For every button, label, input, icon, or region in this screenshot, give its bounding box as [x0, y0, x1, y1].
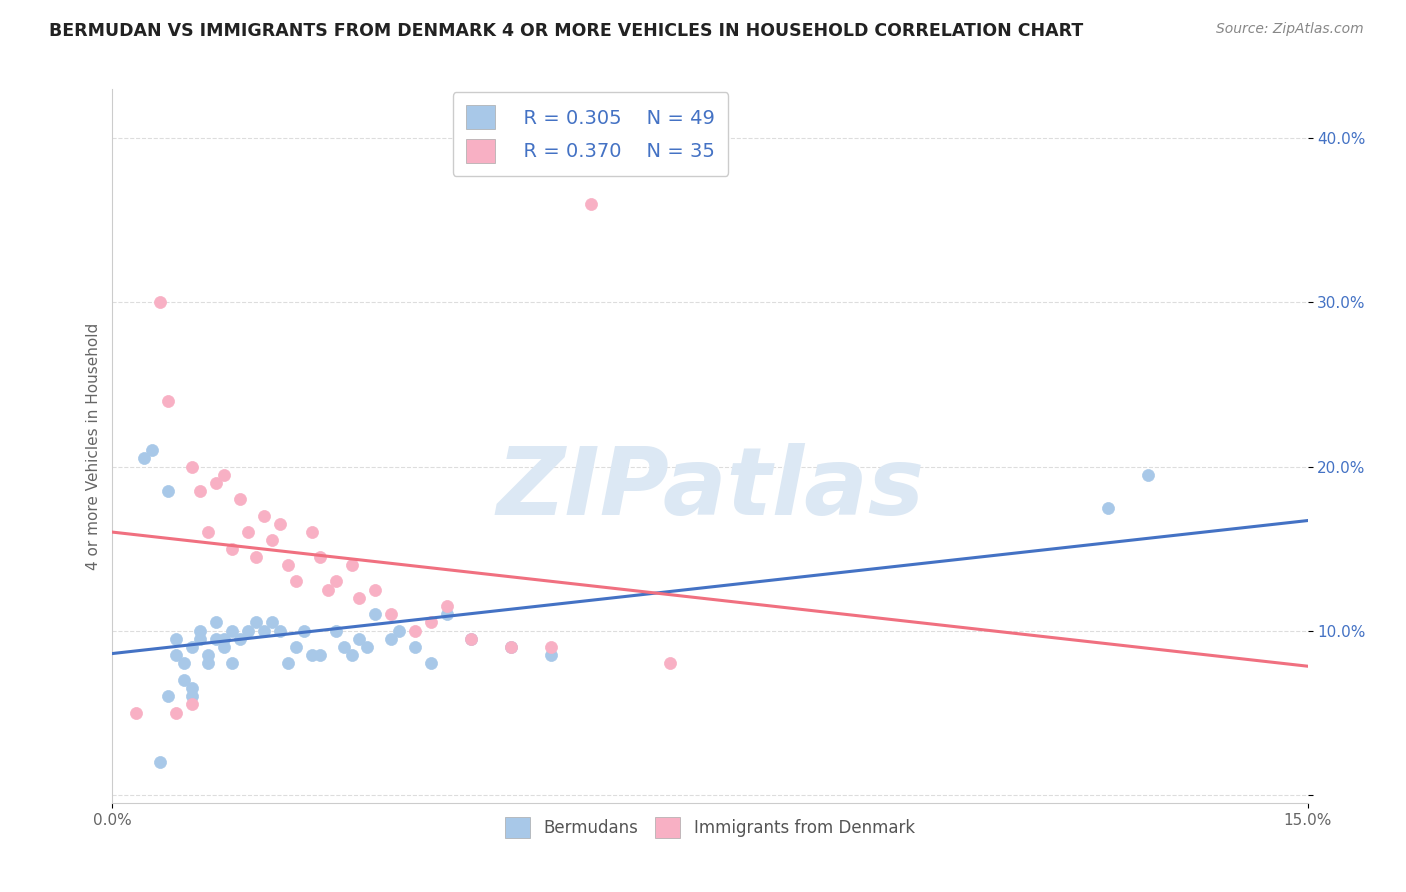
Point — [499, 640, 522, 654]
Point — [165, 648, 187, 662]
Point — [253, 508, 276, 523]
Point — [212, 467, 235, 482]
Point — [420, 657, 443, 671]
Point — [356, 640, 378, 654]
Point — [301, 525, 323, 540]
Point — [197, 657, 219, 671]
Point — [197, 525, 219, 540]
Point — [165, 706, 187, 720]
Point — [253, 624, 276, 638]
Point — [436, 607, 458, 622]
Point — [229, 632, 252, 646]
Point — [460, 632, 482, 646]
Point — [364, 582, 387, 597]
Point — [157, 393, 180, 408]
Point — [340, 648, 363, 662]
Point — [308, 549, 330, 564]
Point — [349, 591, 371, 605]
Point — [269, 624, 291, 638]
Point — [364, 607, 387, 622]
Point — [349, 632, 371, 646]
Point — [181, 459, 204, 474]
Point — [197, 648, 219, 662]
Point — [149, 755, 172, 769]
Point — [380, 607, 402, 622]
Point — [1097, 500, 1119, 515]
Point — [188, 624, 211, 638]
Point — [269, 516, 291, 531]
Point — [205, 615, 228, 630]
Point — [236, 624, 259, 638]
Point — [165, 632, 187, 646]
Point — [260, 615, 283, 630]
Point — [221, 657, 243, 671]
Point — [277, 657, 299, 671]
Point — [245, 615, 267, 630]
Text: ZIPatlas: ZIPatlas — [496, 442, 924, 535]
Point — [157, 689, 180, 703]
Point — [181, 681, 204, 695]
Point — [149, 295, 172, 310]
Point — [420, 615, 443, 630]
Point — [540, 648, 562, 662]
Point — [460, 632, 482, 646]
Point — [188, 484, 211, 499]
Point — [125, 706, 148, 720]
Point — [292, 624, 315, 638]
Point — [134, 451, 156, 466]
Point — [157, 484, 180, 499]
Point — [404, 624, 426, 638]
Point — [284, 574, 307, 589]
Point — [260, 533, 283, 548]
Point — [141, 443, 163, 458]
Point — [173, 673, 195, 687]
Point — [245, 549, 267, 564]
Point — [388, 624, 411, 638]
Point — [540, 640, 562, 654]
Point — [579, 197, 602, 211]
Point — [173, 657, 195, 671]
Point — [380, 632, 402, 646]
Point — [659, 657, 682, 671]
Text: BERMUDAN VS IMMIGRANTS FROM DENMARK 4 OR MORE VEHICLES IN HOUSEHOLD CORRELATION : BERMUDAN VS IMMIGRANTS FROM DENMARK 4 OR… — [49, 22, 1084, 40]
Point — [499, 640, 522, 654]
Point — [229, 492, 252, 507]
Point — [181, 698, 204, 712]
Point — [332, 640, 354, 654]
Point — [188, 632, 211, 646]
Point — [181, 689, 204, 703]
Point — [221, 624, 243, 638]
Legend: Bermudans, Immigrants from Denmark: Bermudans, Immigrants from Denmark — [499, 811, 921, 845]
Point — [436, 599, 458, 613]
Point — [340, 558, 363, 572]
Point — [325, 624, 347, 638]
Point — [236, 525, 259, 540]
Point — [181, 640, 204, 654]
Point — [404, 640, 426, 654]
Text: Source: ZipAtlas.com: Source: ZipAtlas.com — [1216, 22, 1364, 37]
Point — [316, 582, 339, 597]
Point — [212, 640, 235, 654]
Point — [284, 640, 307, 654]
Point — [277, 558, 299, 572]
Point — [1137, 467, 1160, 482]
Point — [205, 475, 228, 490]
Point — [308, 648, 330, 662]
Y-axis label: 4 or more Vehicles in Household: 4 or more Vehicles in Household — [86, 322, 101, 570]
Point — [325, 574, 347, 589]
Point — [221, 541, 243, 556]
Point — [301, 648, 323, 662]
Point — [212, 632, 235, 646]
Point — [205, 632, 228, 646]
